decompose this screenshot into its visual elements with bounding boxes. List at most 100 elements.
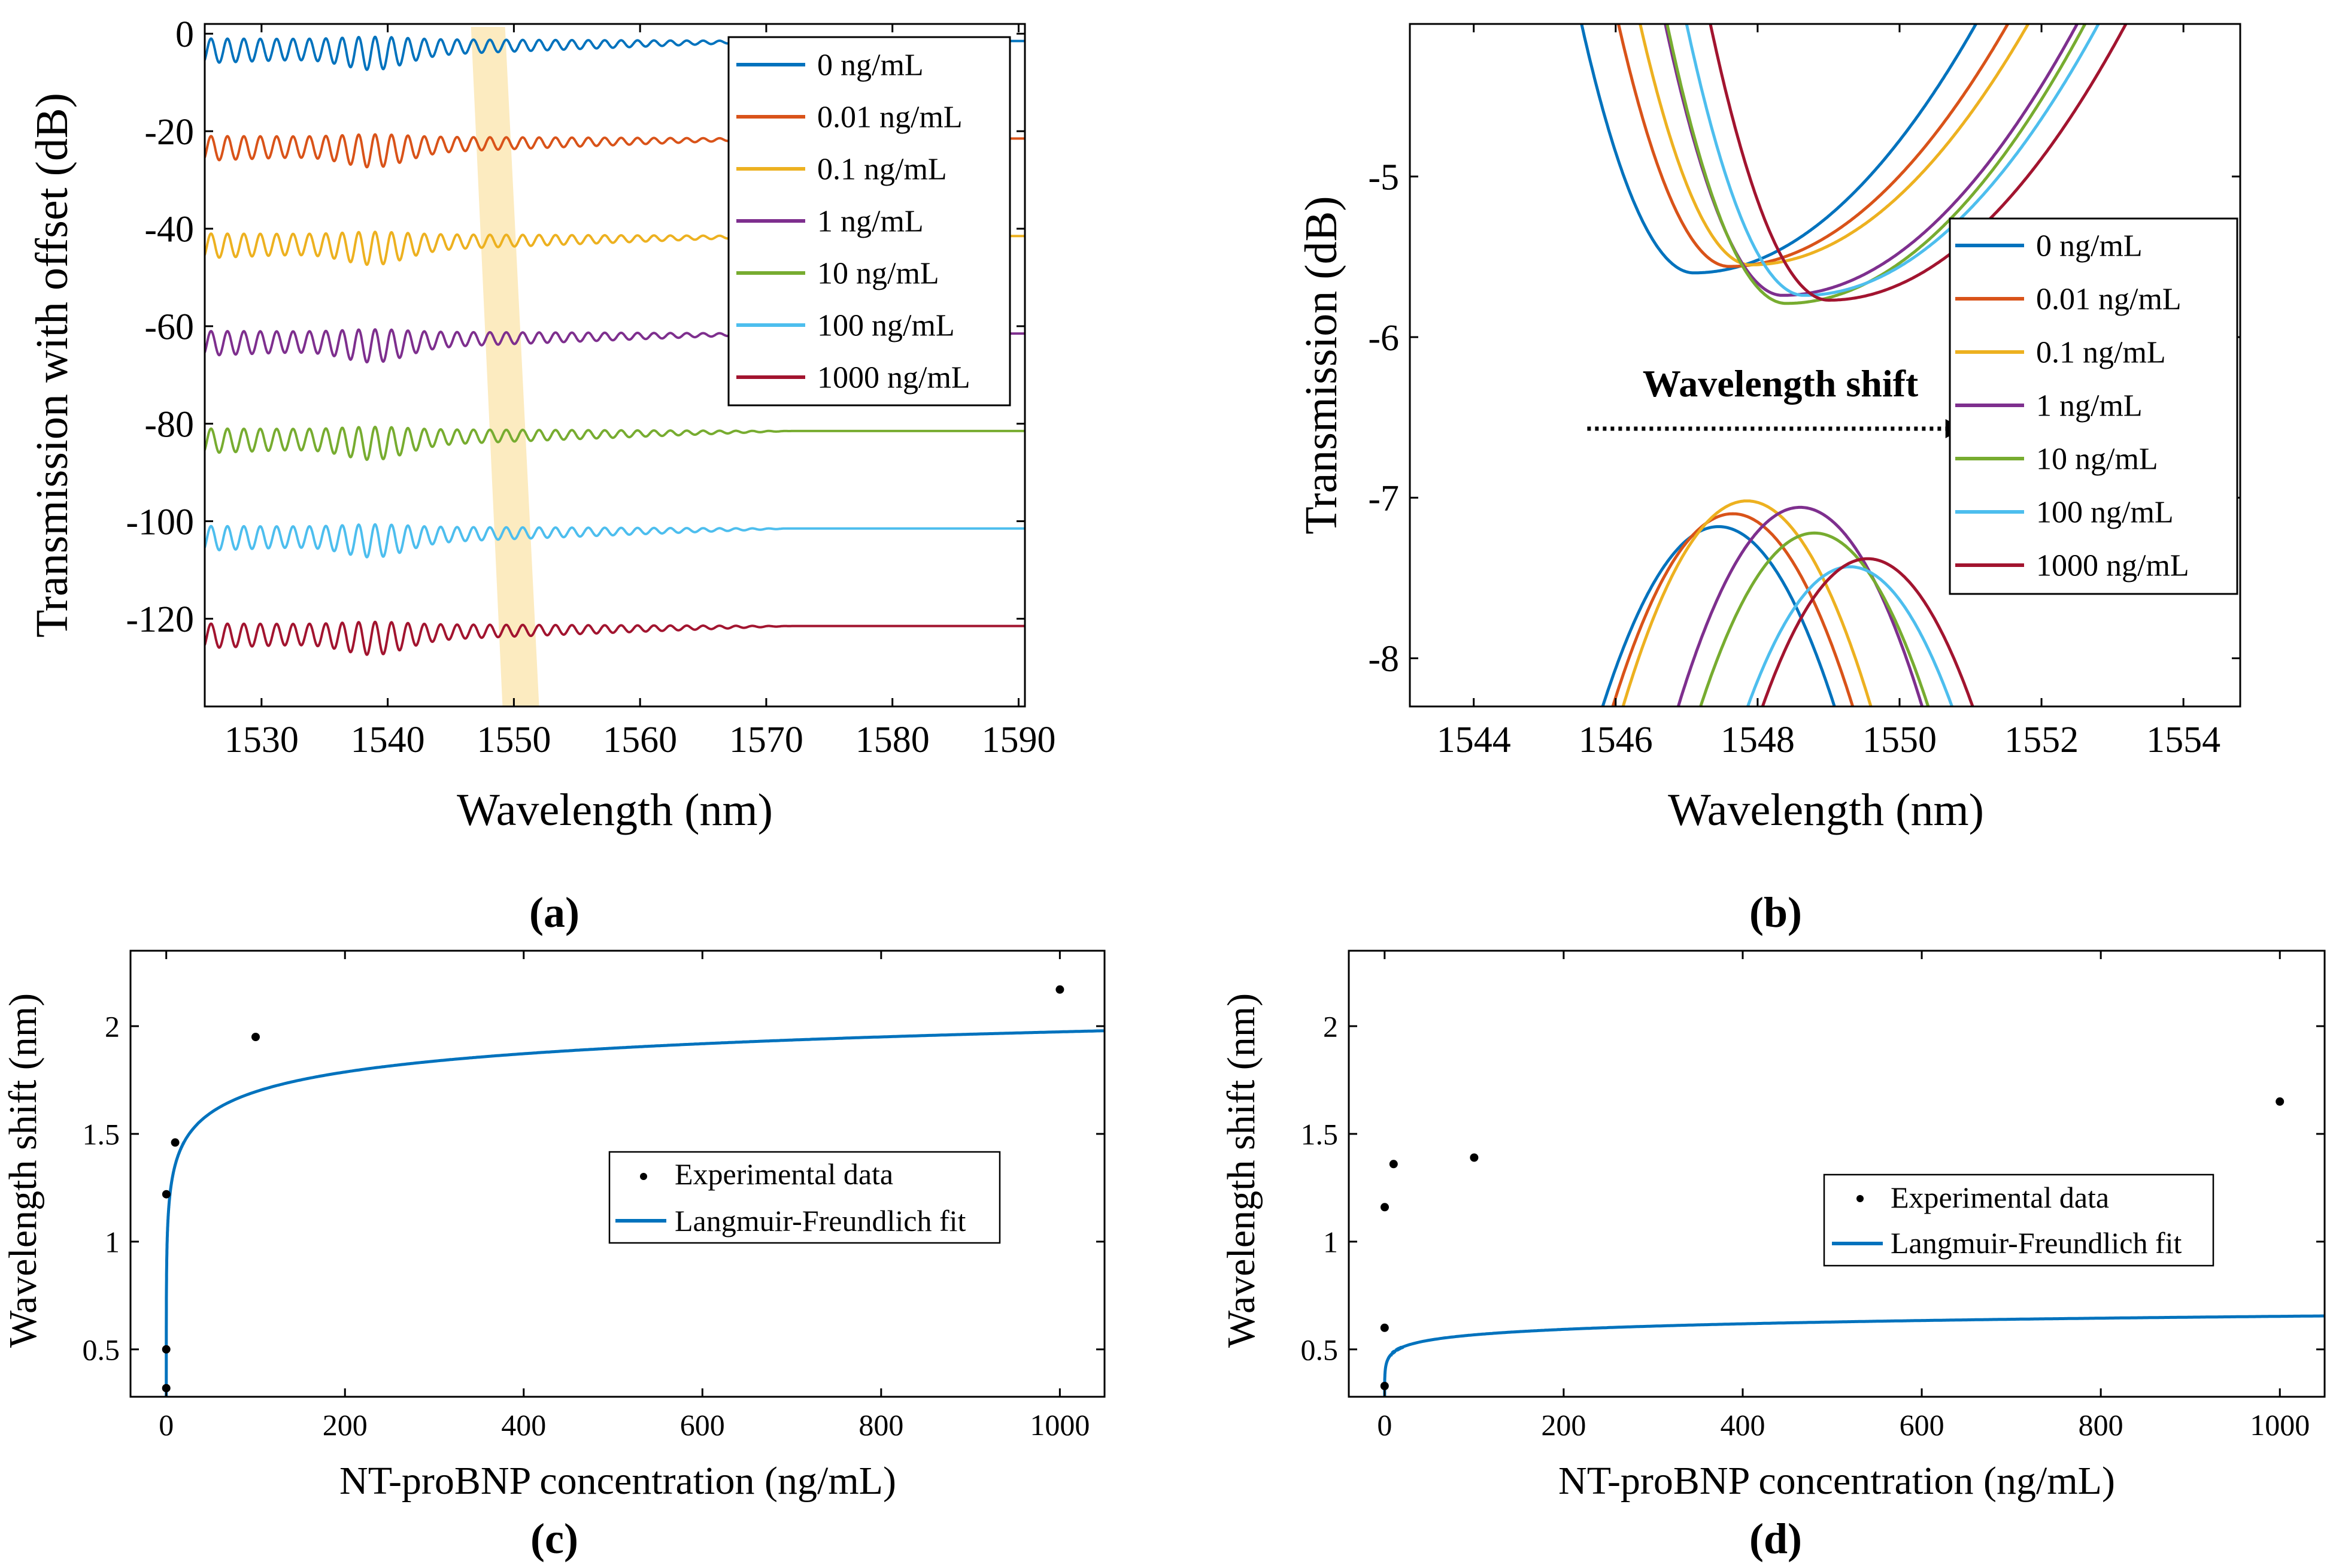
panel-b-legend-label: 0 ng/mL	[2036, 229, 2143, 263]
panel-d-ylabel: Wavelength shift (nm)	[1219, 993, 1263, 1348]
panel-b-xtick-label: 1544	[1437, 720, 1511, 760]
panel-c-xtick-label: 1000	[1030, 1408, 1090, 1442]
panel-d-plot-area	[1349, 951, 2325, 1397]
panel-b-ytick-label: -7	[1368, 478, 1399, 519]
panel-c-data-point	[1055, 985, 1064, 994]
panel-a-legend-label: 10 ng/mL	[817, 257, 939, 291]
panel-d-axes-frame	[1348, 950, 2326, 1398]
panel-b: 1544 1546 1548 1550 1552 1554 -5 -6 -7 -8 Wavelen…	[1296, 23, 2241, 936]
panel-d-xtick-label: 0	[1377, 1408, 1392, 1442]
panel-b-legend-label: 1 ng/mL	[2036, 389, 2143, 423]
panel-a-highlight-band	[471, 27, 539, 706]
panel-b-ylabel: Transmission (dB)	[1296, 196, 1346, 534]
panel-a-ytick-label: -60	[144, 307, 194, 348]
panel-a-ytick-label: -120	[126, 599, 194, 640]
panel-b-dip-curve	[1639, 24, 2030, 266]
panel-d-legend-data: Experimental data	[1891, 1181, 2109, 1214]
panel-d-xtick-label: 200	[1541, 1408, 1586, 1442]
panel-d-data-point	[1380, 1323, 1389, 1332]
panel-a-legend-label: 1000 ng/mL	[817, 361, 970, 395]
panel-c-ylabel: Wavelength shift (nm)	[1, 993, 45, 1348]
panel-b-xtick-label: 1550	[1862, 720, 1937, 760]
panel-d-xtick-label: 400	[1720, 1408, 1765, 1442]
panel-b-ytick-label: -5	[1368, 157, 1399, 198]
panel-b-peak-curve	[1746, 565, 1954, 706]
panel-a-legend-label: 0 ng/mL	[817, 48, 924, 83]
panel-c-xtick-label: 0	[159, 1408, 174, 1442]
panel-b-dip-curve	[1664, 24, 2079, 297]
panel-d-data-point	[1380, 1382, 1389, 1390]
panel-d-fit-line	[1383, 1314, 2325, 1397]
panel-d-legend-box	[1823, 1173, 2214, 1267]
panel-b-legend-label: 10 ng/mL	[2036, 442, 2158, 477]
panel-c-xtick-label: 400	[501, 1408, 546, 1442]
panel-b-dip-curve	[1616, 24, 2010, 268]
panel-a-ytick-label: -20	[144, 112, 194, 153]
panel-c-ytick-label: 1	[105, 1225, 120, 1258]
panel-b-legend-label: 1000 ng/mL	[2036, 549, 2189, 583]
panel-c-ytick-label: 0.5	[83, 1333, 120, 1366]
panel-d-xtick-label: 800	[2079, 1408, 2123, 1442]
panel-c-fit-curve	[165, 1029, 1105, 1397]
panel-a-axes-frame	[204, 23, 1026, 708]
panel-a-legend-label: 100 ng/mL	[817, 309, 955, 343]
panel-d-ytick-label: 1.5	[1301, 1117, 1339, 1151]
panel-b-xtick-label: 1546	[1579, 720, 1653, 760]
panel-d-label: (d)	[1749, 1515, 1802, 1563]
panel-d-data-points	[1380, 1097, 2285, 1390]
panel-d-ytick-label: 2	[1323, 1009, 1338, 1043]
panel-c-ticks: 0 200 400 600 800 1000 0.5 1 1.5 2	[83, 951, 1105, 1442]
panel-d-data-point	[1470, 1153, 1479, 1162]
panel-b-peak-curve	[1611, 512, 1855, 706]
panel-a-ytick-label: -40	[144, 210, 194, 250]
panel-c-data-point	[171, 1138, 180, 1147]
panel-a-series-line	[205, 523, 1025, 559]
wavelength-shift-label: Wavelength shift	[1643, 362, 1919, 405]
panel-c-xtick-label: 600	[680, 1408, 725, 1442]
panel-a-xtick-label: 1570	[729, 720, 803, 760]
panel-c-data-point	[162, 1384, 171, 1393]
panel-d-fit-curve	[1383, 1314, 2325, 1397]
panel-b-dip-curve	[1685, 24, 2101, 297]
panel-b-dip-curve	[1580, 24, 1978, 275]
panel-a-legend: 0 ng/mL 0.01 ng/mL 0.1 ng/mL 1 ng/mL 10 ng/m…	[727, 36, 1011, 407]
panel-b-label: (b)	[1749, 888, 1802, 936]
panel-c-data-point	[251, 1033, 260, 1041]
panel-d-ticks: 0 200 400 600 800 1000 0.5 1 1.5 2	[1301, 951, 2325, 1442]
panel-d-xtick-label: 600	[1900, 1408, 1944, 1442]
panel-d-data-point	[1381, 1203, 1389, 1212]
panel-a-highlight-stripe	[471, 27, 539, 706]
panel-b-ticks: 1544 1546 1548 1550 1552 1554 -5 -6 -7 -8	[1368, 24, 2240, 760]
panel-a-legend-label: 0.1 ng/mL	[817, 153, 947, 187]
panel-c-ytick-label: 1.5	[83, 1117, 120, 1151]
panel-c-legend-marker	[640, 1173, 647, 1180]
panel-a-series-line	[205, 620, 1025, 656]
panel-b-legend: 0 ng/mL 0.01 ng/mL 0.1 ng/mL 1 ng/mL 10 ng/m…	[1949, 217, 2238, 595]
panel-a-xtick-label: 1580	[855, 720, 930, 760]
wavelength-shift-annotation: Wavelength shift	[1587, 362, 1964, 438]
panel-b-peak-curve	[1621, 499, 1873, 706]
panel-a-series	[205, 35, 1025, 656]
panel-b-xlabel: Wavelength (nm)	[1668, 785, 1984, 835]
panel-c-label: (c)	[530, 1515, 578, 1563]
panel-b-peak-curve	[1676, 505, 1924, 706]
panel-d-legend-marker	[1856, 1195, 1864, 1202]
panel-b-legend-label: 100 ng/mL	[2036, 496, 2174, 530]
panel-d-data-point	[1389, 1160, 1398, 1169]
panel-d-ytick-label: 1	[1323, 1225, 1338, 1258]
panel-c-xtick-label: 200	[323, 1408, 368, 1442]
panel-a-xlabel: Wavelength (nm)	[457, 785, 773, 835]
panel-d-legend-fit: Langmuir-Freundlich fit	[1891, 1226, 2182, 1260]
panel-a-legend-label: 0.01 ng/mL	[817, 101, 963, 135]
panel-b-axes-frame	[1409, 23, 2241, 708]
panel-a-series-line	[205, 426, 1025, 461]
panel-b-legend-label: 0.1 ng/mL	[2036, 336, 2166, 370]
panel-a: 1530 1540 1550 1560 1570 1580 1590 0 -20 -40 -60 -8…	[27, 14, 1055, 936]
panel-c-legend: Experimental data Langmuir-Freundlich fi…	[608, 1151, 1001, 1244]
panel-a-xtick-label: 1540	[351, 720, 425, 760]
panel-c: 0 200 400 600 800 1000 0.5 1 1.5 2 Experimental d…	[1, 950, 1106, 1563]
panel-d: 0 200 400 600 800 1000 0.5 1 1.5 2 Experimental d…	[1219, 950, 2326, 1563]
panel-d-data-point	[2276, 1097, 2285, 1106]
panel-c-xtick-label: 800	[858, 1408, 903, 1442]
